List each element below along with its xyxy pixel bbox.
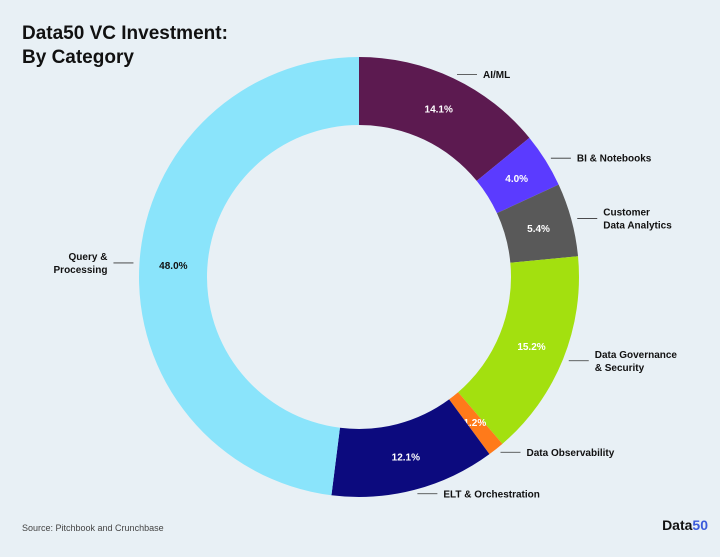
logo-text-accent: 50 — [692, 517, 708, 533]
category-label-data-observability: Data Observability — [527, 448, 615, 459]
value-label-elt-orchestration: 12.1% — [392, 453, 420, 464]
data50-logo: Data50 — [662, 517, 708, 533]
value-label-bi-notebooks: 4.0% — [505, 174, 528, 185]
slice-elt-orchestration — [331, 399, 490, 497]
slice-data-governance-security — [458, 256, 579, 444]
chart-title-line-2: By Category — [22, 47, 134, 68]
value-label-customer-data-analytics: 5.4% — [527, 224, 550, 235]
slice-customer-data-analytics — [496, 184, 579, 263]
value-label-query-processing: 48.0% — [159, 261, 187, 272]
category-label-ai-ml: AI/ML — [483, 70, 510, 81]
category-label-bi-notebooks: BI & Notebooks — [577, 154, 652, 165]
logo-text-main: Data — [662, 517, 693, 533]
value-label-data-governance-security: 15.2% — [517, 342, 545, 353]
slice-ai-ml — [359, 57, 530, 181]
category-label-customer-data-analytics: Customer Data Analytics — [603, 208, 672, 232]
category-label-elt-orchestration: ELT & Orchestration — [443, 489, 540, 500]
slice-data-observability — [449, 392, 503, 455]
value-label-data-observability: 1.2% — [463, 418, 486, 429]
source-note: Source: Pitchbook and Crunchbase — [22, 523, 164, 533]
slice-bi-notebooks — [476, 137, 559, 214]
category-label-data-governance-security: Data Governance & Security — [595, 350, 678, 374]
slice-query-processing — [139, 57, 359, 496]
category-label-query-processing: Query & Processing — [54, 252, 108, 276]
value-label-ai-ml: 14.1% — [425, 104, 453, 115]
chart-title-line-1: Data50 VC Investment: — [22, 23, 228, 44]
chart-title: Data50 VC Investment: By Category — [22, 22, 228, 70]
